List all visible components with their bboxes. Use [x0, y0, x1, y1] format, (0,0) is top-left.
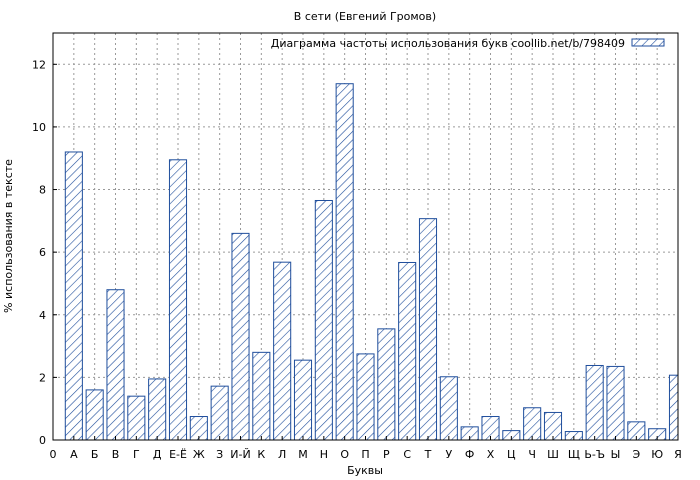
bar-П: [356, 353, 375, 441]
x-tick-label: Ч: [528, 448, 536, 461]
bar-Ь-Ъ: [585, 364, 604, 441]
bar-Ч: [523, 407, 542, 441]
x-tick-label: Ц: [507, 448, 516, 461]
bar-У: [439, 376, 458, 441]
bar-Н: [314, 199, 333, 441]
y-tick-label: 8: [39, 184, 46, 197]
y-axis: 0 2 4 6 8 10 12: [32, 58, 57, 447]
grid-layer: [53, 33, 678, 440]
bar-Г: [127, 395, 146, 441]
x-tick-label: Ж: [193, 448, 205, 461]
x-tick-label: М: [298, 448, 308, 461]
legend-label: Диаграмма частоты использования букв coo…: [271, 37, 625, 50]
y-tick-label: 0: [39, 434, 46, 447]
x-tick-label: 0: [50, 448, 57, 461]
x-tick-label: К: [257, 448, 265, 461]
x-tick-label: Ы: [611, 448, 621, 461]
y-tick-label: 4: [39, 309, 46, 322]
x-tick-label: З: [216, 448, 223, 461]
bar-О: [335, 83, 354, 441]
x-tick-label: Г: [133, 448, 140, 461]
x-tick-label: Д: [153, 448, 162, 461]
x-tick-label: Р: [383, 448, 390, 461]
y-tick-label: 12: [32, 58, 46, 71]
bar-С: [398, 261, 417, 441]
x-tick-label: Э: [632, 448, 640, 461]
x-tick-label: А: [70, 448, 78, 461]
x-tick-label: Е-Ё: [169, 448, 187, 461]
bar-А: [64, 151, 83, 441]
x-tick-label: Х: [487, 448, 495, 461]
x-tick-label: В: [112, 448, 120, 461]
legend-swatch: [631, 38, 665, 47]
x-tick-label: Щ: [568, 448, 580, 461]
bar-Я: [668, 374, 679, 441]
bar-Д: [148, 378, 167, 441]
legend: Диаграмма частоты использования букв coo…: [271, 37, 665, 50]
bar-Л: [273, 261, 292, 441]
x-tick-label: И-Й: [230, 448, 250, 461]
bar-Е-Ё: [168, 159, 188, 441]
x-tick-label: Я: [674, 448, 682, 461]
bar-М: [293, 359, 313, 441]
x-tick-label: Б: [91, 448, 99, 461]
y-axis-label: % использования в тексте: [2, 159, 15, 313]
bars-layer: [64, 83, 679, 441]
x-axis-label: Буквы: [347, 464, 383, 477]
x-tick-label: Л: [278, 448, 286, 461]
bar-Р: [377, 328, 396, 441]
bar-Б: [85, 389, 104, 441]
bar-Ы: [606, 365, 625, 441]
x-tick-label: Ф: [465, 448, 474, 461]
y-tick-label: 10: [32, 121, 46, 134]
bar-В: [106, 289, 125, 441]
x-tick-label: У: [445, 448, 452, 461]
y-tick-label: 6: [39, 246, 46, 259]
y-tick-label: 2: [39, 371, 46, 384]
x-axis: 0 А Б В Г Д Е-Ё Ж З И-Й К Л М Н О П Р С Т У Ф Х Ц Ч Ш Щ Ь-Ъ Ы Э Ю Я: [50, 436, 682, 461]
x-tick-label: Ю: [651, 448, 663, 461]
x-tick-label: Н: [320, 448, 328, 461]
x-tick-label: Ш: [547, 448, 559, 461]
bar-И-Й: [231, 232, 250, 441]
chart-title: В сети (Евгений Громов): [294, 10, 436, 23]
bar-К: [252, 351, 271, 441]
x-tick-label: О: [340, 448, 349, 461]
bar-З: [210, 385, 229, 441]
bar-Т: [418, 218, 438, 441]
bar-Ш: [543, 411, 563, 441]
x-tick-label: Ь-Ъ: [584, 448, 605, 461]
x-tick-label: С: [403, 448, 411, 461]
x-tick-label: Т: [424, 448, 432, 461]
x-tick-label: П: [361, 448, 369, 461]
